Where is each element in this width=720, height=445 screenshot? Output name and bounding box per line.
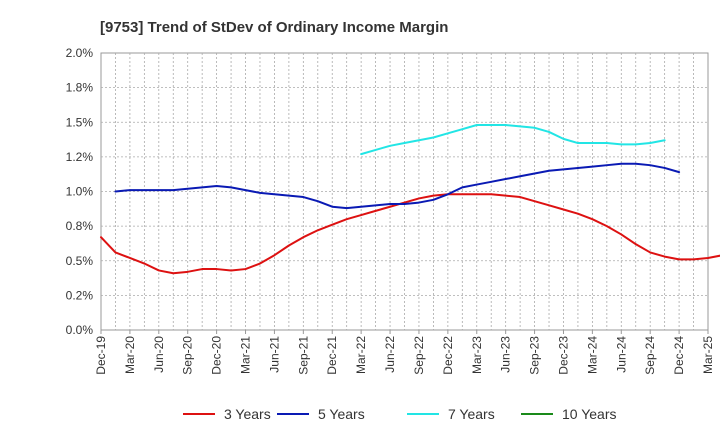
x-tick-label: Jun-24: [614, 336, 628, 373]
axes: 0.0% 0.2% 0.5% 0.8% 1.0% 1.2% 1.5% 1.8% 2.0% Dec-…: [66, 46, 715, 375]
y-tick-label: 0.2%: [66, 288, 94, 302]
x-tick-label: Jun-23: [499, 336, 513, 373]
y-tick-label: 1.0%: [66, 185, 94, 199]
y-tick-label: 1.5%: [66, 115, 94, 129]
x-tick-label: Mar-23: [470, 336, 484, 374]
x-tick-label: Dec-19: [94, 336, 108, 375]
x-tick-label: Dec-24: [672, 336, 686, 375]
x-tick-label: Dec-22: [441, 336, 455, 375]
series-line-3-years: [100, 193, 720, 275]
x-tick-label: Sep-24: [643, 336, 657, 375]
x-tick-label: Dec-21: [325, 336, 339, 375]
x-tick-label: Sep-23: [528, 336, 542, 375]
legend-label: 3 Years: [224, 406, 271, 422]
legend: 3 Years 5 Years 7 Years 10 Years: [183, 406, 617, 422]
x-tick-label: Jun-22: [383, 336, 397, 373]
x-tick-label: Dec-20: [210, 336, 224, 375]
y-tick-label: 0.0%: [66, 323, 94, 337]
legend-label: 10 Years: [562, 406, 617, 422]
x-tick-label: Mar-22: [354, 336, 368, 374]
legend-label: 7 Years: [448, 406, 495, 422]
x-tick-label: Sep-20: [181, 336, 195, 375]
y-tick-label: 0.5%: [66, 254, 94, 268]
series-line-7-years: [360, 124, 666, 156]
chart-title: [9753] Trend of StDev of Ordinary Income…: [100, 19, 448, 36]
legend-label: 5 Years: [318, 406, 365, 422]
x-tick-label: Mar-21: [239, 336, 253, 374]
x-tick-label: Jun-21: [267, 336, 281, 373]
x-tick-label: Mar-20: [123, 336, 137, 374]
x-tick-label: Jun-20: [152, 336, 166, 373]
y-tick-label: 1.8%: [66, 81, 94, 95]
series-lines: [100, 124, 720, 275]
x-tick-label: Mar-25: [701, 336, 715, 374]
y-tick-label: 0.8%: [66, 219, 94, 233]
y-tick-label: 2.0%: [66, 46, 94, 60]
x-tick-label: Dec-23: [556, 336, 570, 375]
x-tick-label: Sep-21: [296, 336, 310, 375]
grid: [100, 52, 709, 331]
x-tick-label: Sep-22: [412, 336, 426, 375]
x-tick-label: Mar-24: [585, 336, 599, 374]
y-tick-label: 1.2%: [66, 150, 94, 164]
series-line-5-years: [114, 162, 681, 210]
